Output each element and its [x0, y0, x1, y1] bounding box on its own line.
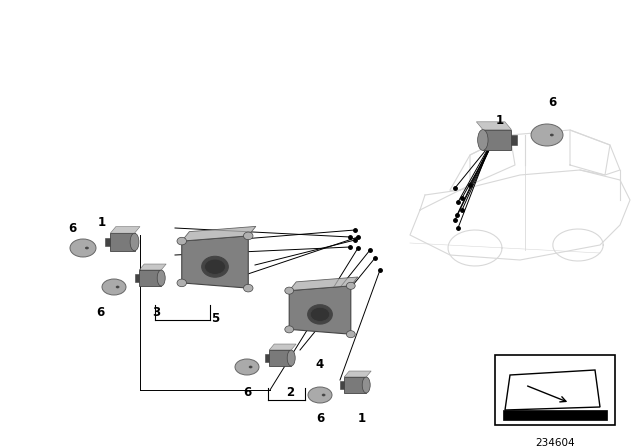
Text: 2: 2 [286, 387, 294, 400]
Ellipse shape [243, 284, 253, 292]
Ellipse shape [116, 286, 119, 288]
Polygon shape [344, 371, 371, 377]
Ellipse shape [346, 331, 355, 338]
Polygon shape [110, 233, 134, 251]
Text: 6: 6 [96, 306, 104, 319]
Ellipse shape [310, 307, 330, 321]
Ellipse shape [157, 270, 165, 286]
Text: 1: 1 [496, 113, 504, 126]
Text: 5: 5 [211, 311, 219, 324]
Text: 6: 6 [316, 412, 324, 425]
Ellipse shape [308, 387, 332, 403]
Text: 6: 6 [68, 221, 76, 234]
Text: 1: 1 [98, 215, 106, 228]
Ellipse shape [102, 279, 126, 295]
Ellipse shape [177, 237, 186, 245]
Polygon shape [106, 237, 110, 246]
Polygon shape [140, 264, 166, 270]
Text: 1: 1 [358, 412, 366, 425]
Polygon shape [289, 277, 358, 291]
Ellipse shape [130, 233, 139, 251]
Ellipse shape [202, 256, 228, 277]
Polygon shape [476, 122, 511, 129]
Polygon shape [483, 129, 511, 151]
Ellipse shape [362, 377, 370, 393]
Polygon shape [289, 286, 351, 334]
Polygon shape [265, 354, 269, 362]
Ellipse shape [287, 350, 295, 366]
Text: 6: 6 [548, 96, 556, 109]
Polygon shape [182, 236, 248, 288]
Polygon shape [344, 377, 366, 393]
Ellipse shape [85, 247, 88, 249]
Ellipse shape [531, 124, 563, 146]
Ellipse shape [70, 239, 96, 257]
Polygon shape [110, 227, 140, 233]
Ellipse shape [550, 134, 554, 136]
Polygon shape [140, 270, 161, 286]
Ellipse shape [308, 305, 332, 324]
Bar [495, 355, 615, 425]
Ellipse shape [346, 282, 355, 289]
Ellipse shape [177, 279, 186, 287]
Text: 6: 6 [243, 387, 251, 400]
Ellipse shape [477, 129, 488, 151]
Polygon shape [511, 135, 517, 145]
Text: 234604: 234604 [535, 438, 575, 448]
Polygon shape [182, 226, 256, 241]
Polygon shape [269, 344, 296, 350]
Ellipse shape [285, 326, 294, 333]
Polygon shape [340, 381, 344, 389]
Polygon shape [269, 350, 291, 366]
Ellipse shape [235, 359, 259, 375]
Ellipse shape [249, 366, 252, 368]
Text: 4: 4 [316, 358, 324, 371]
Polygon shape [135, 274, 140, 282]
Ellipse shape [243, 232, 253, 240]
Polygon shape [503, 410, 607, 420]
Ellipse shape [322, 394, 325, 396]
Text: 3: 3 [152, 306, 160, 319]
Ellipse shape [285, 287, 294, 294]
Ellipse shape [205, 259, 225, 274]
